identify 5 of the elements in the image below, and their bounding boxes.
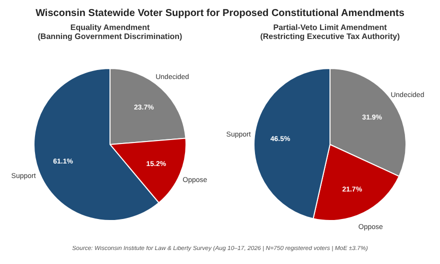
chart-title: Equality Amendment xyxy=(70,23,150,32)
chart-subtitle: (Restricting Executive Tax Authority) xyxy=(260,32,400,41)
chart-title: Partial-Veto Limit Amendment xyxy=(273,23,388,32)
chart-subtitle: (Banning Government Discrimination) xyxy=(38,32,183,41)
text: Wisconsin Statewide Voter Support for Proposed Constitutional Amendments xyxy=(34,7,406,21)
